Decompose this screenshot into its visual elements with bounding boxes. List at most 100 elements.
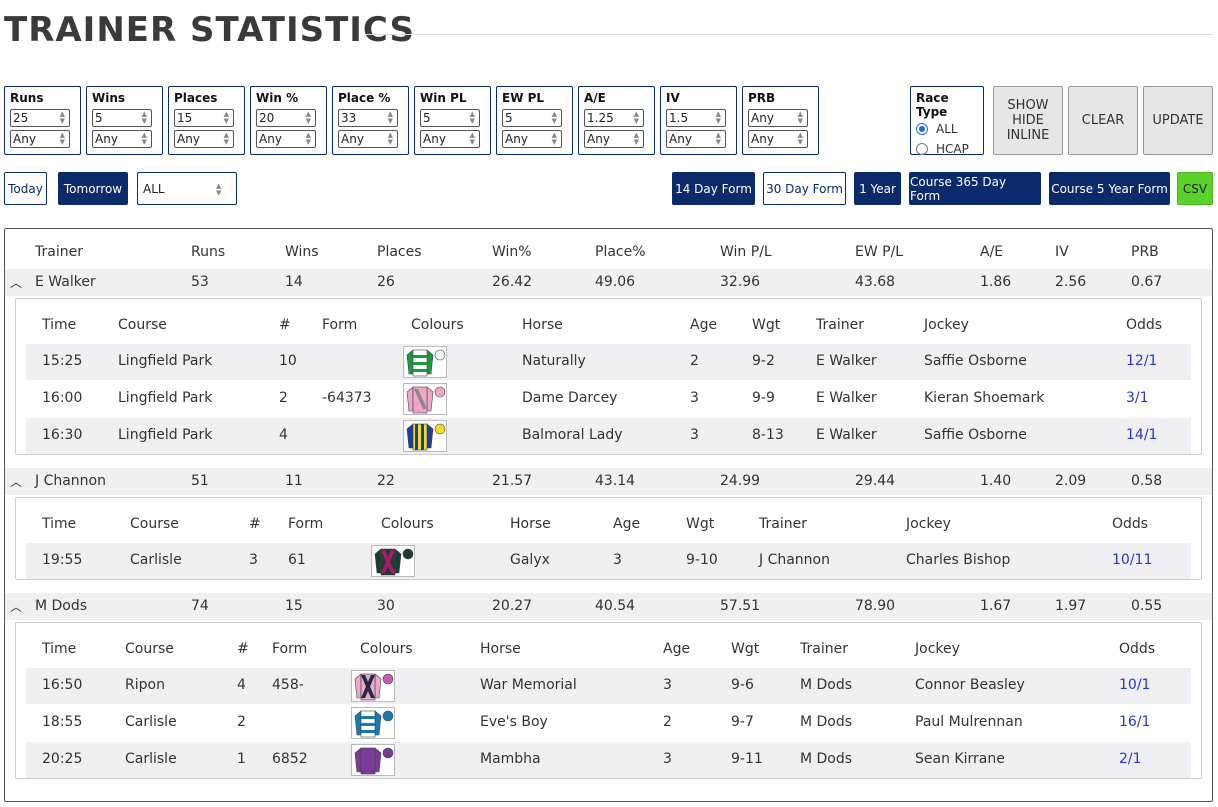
trainer-stat: 26.42 — [492, 274, 533, 290]
column-header[interactable]: PRB — [1131, 244, 1159, 260]
stepper-arrows-icon[interactable]: ▲ ▼ — [633, 131, 639, 146]
stepper-arrows-icon[interactable]: ▲ ▼ — [59, 131, 65, 146]
filter-max-input[interactable]: Any ▲ ▼ — [748, 130, 808, 148]
stepper-arrows-icon[interactable]: ▲ ▼ — [387, 110, 393, 125]
collapse-chevron-icon[interactable]: ︿ — [10, 276, 23, 290]
race-type-all-radio[interactable]: ALL — [916, 119, 978, 139]
filter-min-input[interactable]: 5 ▲ ▼ — [420, 109, 480, 127]
collapse-chevron-icon[interactable]: ︿ — [10, 600, 23, 614]
column-header[interactable]: Place% — [595, 244, 646, 260]
column-header[interactable]: Wins — [285, 244, 319, 260]
stepper-arrows-icon[interactable]: ▲ ▼ — [141, 110, 147, 125]
runner-horse: Eve's Boy — [480, 714, 548, 730]
column-header[interactable]: Trainer — [35, 244, 83, 260]
meeting-select[interactable]: ALL ▲ ▼ — [137, 172, 237, 205]
filter-min-input[interactable]: 15 ▲ ▼ — [174, 109, 234, 127]
csv-button[interactable]: CSV — [1177, 172, 1213, 205]
filter-min-input[interactable]: Any ▲ ▼ — [748, 109, 808, 127]
stepper-arrows-icon[interactable]: ▲ ▼ — [305, 110, 311, 125]
stepper-arrows-icon[interactable]: ▲ ▼ — [797, 131, 803, 146]
show-hide-inline-button[interactable]: SHOW HIDE INLINE — [993, 86, 1063, 155]
column-header[interactable]: Win% — [492, 244, 532, 260]
trainer-stat: 0.55 — [1131, 598, 1163, 614]
stepper-arrows-icon[interactable]: ▲ ▼ — [305, 131, 311, 146]
subtable-column-header: Form — [322, 317, 358, 333]
course-5-year-form-button[interactable]: Course 5 Year Form — [1049, 172, 1170, 205]
stepper-arrows-icon[interactable]: ▲ ▼ — [715, 110, 721, 125]
stepper-arrows-icon[interactable]: ▲ ▼ — [141, 131, 147, 146]
subtable-column-header: Wgt — [731, 641, 760, 657]
stepper-arrows-icon[interactable]: ▲ ▼ — [715, 131, 721, 146]
runner-row[interactable]: 19:55 Carlisle 3 61 Galyx 3 9-10 J Channon Char… — [26, 543, 1191, 579]
stepper-arrows-icon[interactable]: ▲ ▼ — [59, 110, 65, 125]
column-header[interactable]: Runs — [191, 244, 226, 260]
column-header[interactable]: A/E — [980, 244, 1004, 260]
filter-label: Runs — [10, 91, 44, 105]
collapse-chevron-icon[interactable]: ︿ — [10, 475, 23, 489]
trainer-row[interactable]: ︿ E Walker 53 14 26 26.42 49.06 32.96 43.68 1.86 2… — [5, 269, 1212, 296]
filter-min-input[interactable]: 1.5 ▲ ▼ — [666, 109, 726, 127]
trainer-row[interactable]: ︿ M Dods 74 15 30 20.27 40.54 57.51 78.90 1.67 1.9… — [5, 593, 1212, 620]
stepper-arrows-icon[interactable]: ▲ ▼ — [223, 131, 229, 146]
filter-min-input[interactable]: 1.25 ▲ ▼ — [584, 109, 644, 127]
filter-min-input[interactable]: 5 ▲ ▼ — [92, 109, 152, 127]
today-button[interactable]: Today — [4, 172, 47, 205]
update-button[interactable]: UPDATE — [1143, 86, 1213, 155]
runner-odds[interactable]: 3/1 — [1126, 390, 1149, 406]
runner-num: 4 — [237, 677, 246, 693]
stepper-arrows-icon[interactable]: ▲ ▼ — [469, 110, 475, 125]
column-header[interactable]: EW P/L — [855, 244, 904, 260]
stepper-arrows-icon[interactable]: ▲ ▼ — [551, 110, 557, 125]
trainer-row[interactable]: ︿ J Channon 51 11 22 21.57 43.14 24.99 29.44 1.40… — [5, 468, 1212, 495]
tomorrow-button[interactable]: Tomorrow — [58, 172, 128, 205]
runner-odds[interactable]: 2/1 — [1119, 751, 1142, 767]
runner-time: 16:50 — [42, 677, 83, 693]
runner-row[interactable]: 16:00 Lingfield Park 2 -64373 Dame Darcey 3 9… — [26, 381, 1191, 417]
1-year-button[interactable]: 1 Year — [854, 172, 901, 205]
filter-min-input[interactable]: 33 ▲ ▼ — [338, 109, 398, 127]
stepper-arrows-icon[interactable]: ▲ ▼ — [387, 131, 393, 146]
filter-max-input[interactable]: Any ▲ ▼ — [502, 130, 562, 148]
runner-row[interactable]: 16:50 Ripon 4 458- War Memorial 3 9-6 M Dods Co… — [26, 668, 1191, 704]
14-day-form-button[interactable]: 14 Day Form — [672, 172, 755, 205]
runner-row[interactable]: 18:55 Carlisle 2 Eve's Boy 2 9-7 M Dods Paul M… — [26, 705, 1191, 741]
runner-row[interactable]: 16:30 Lingfield Park 4 Balmoral Lady 3 8-13 E… — [26, 418, 1191, 454]
filter-max-input[interactable]: Any ▲ ▼ — [420, 130, 480, 148]
stepper-arrows-icon[interactable]: ▲ ▼ — [551, 131, 557, 146]
subtable-column-header: Jockey — [906, 516, 951, 532]
filter-max-input[interactable]: Any ▲ ▼ — [666, 130, 726, 148]
stepper-arrows-icon[interactable]: ▲ ▼ — [469, 131, 475, 146]
runner-row[interactable]: 15:25 Lingfield Park 10 Naturally 2 9-2 E Wal… — [26, 344, 1191, 380]
trainer-stat: 2.09 — [1055, 473, 1087, 489]
filter-max-input[interactable]: Any ▲ ▼ — [338, 130, 398, 148]
filter-max-input[interactable]: Any ▲ ▼ — [10, 130, 70, 148]
stepper-arrows-icon[interactable]: ▲ ▼ — [633, 110, 639, 125]
filter-max-input[interactable]: Any ▲ ▼ — [256, 130, 316, 148]
filter-min-input[interactable]: 25 ▲ ▼ — [10, 109, 70, 127]
runner-row[interactable]: 20:25 Carlisle 1 6852 Mambha 3 9-11 M Dods Sean… — [26, 742, 1191, 778]
runner-odds[interactable]: 12/1 — [1126, 353, 1158, 369]
column-header[interactable]: Win P/L — [720, 244, 772, 260]
filter-max-input[interactable]: Any ▲ ▼ — [174, 130, 234, 148]
stepper-arrows-icon[interactable]: ▲ ▼ — [223, 110, 229, 125]
runner-course: Lingfield Park — [118, 427, 213, 443]
race-type-hcap-radio[interactable]: HCAP — [916, 139, 978, 159]
title-divider — [366, 34, 1212, 35]
course-365-day-form-button[interactable]: Course 365 Day Form — [909, 172, 1041, 205]
filter-min-input[interactable]: 5 ▲ ▼ — [502, 109, 562, 127]
runner-odds[interactable]: 10/1 — [1119, 677, 1151, 693]
stepper-arrows-icon[interactable]: ▲ ▼ — [797, 110, 803, 125]
filter-max-input[interactable]: Any ▲ ▼ — [92, 130, 152, 148]
trainer-name: M Dods — [35, 598, 88, 614]
column-header[interactable]: IV — [1055, 244, 1069, 260]
runner-odds[interactable]: 14/1 — [1126, 427, 1158, 443]
filter-max-input[interactable]: Any ▲ ▼ — [584, 130, 644, 148]
runner-time: 15:25 — [42, 353, 83, 369]
runner-course: Carlisle — [125, 714, 177, 730]
column-header[interactable]: Places — [377, 244, 422, 260]
filter-min-input[interactable]: 20 ▲ ▼ — [256, 109, 316, 127]
runner-odds[interactable]: 16/1 — [1119, 714, 1151, 730]
runner-odds[interactable]: 10/11 — [1112, 552, 1153, 568]
clear-button[interactable]: CLEAR — [1068, 86, 1138, 155]
30-day-form-button[interactable]: 30 Day Form — [763, 172, 846, 205]
